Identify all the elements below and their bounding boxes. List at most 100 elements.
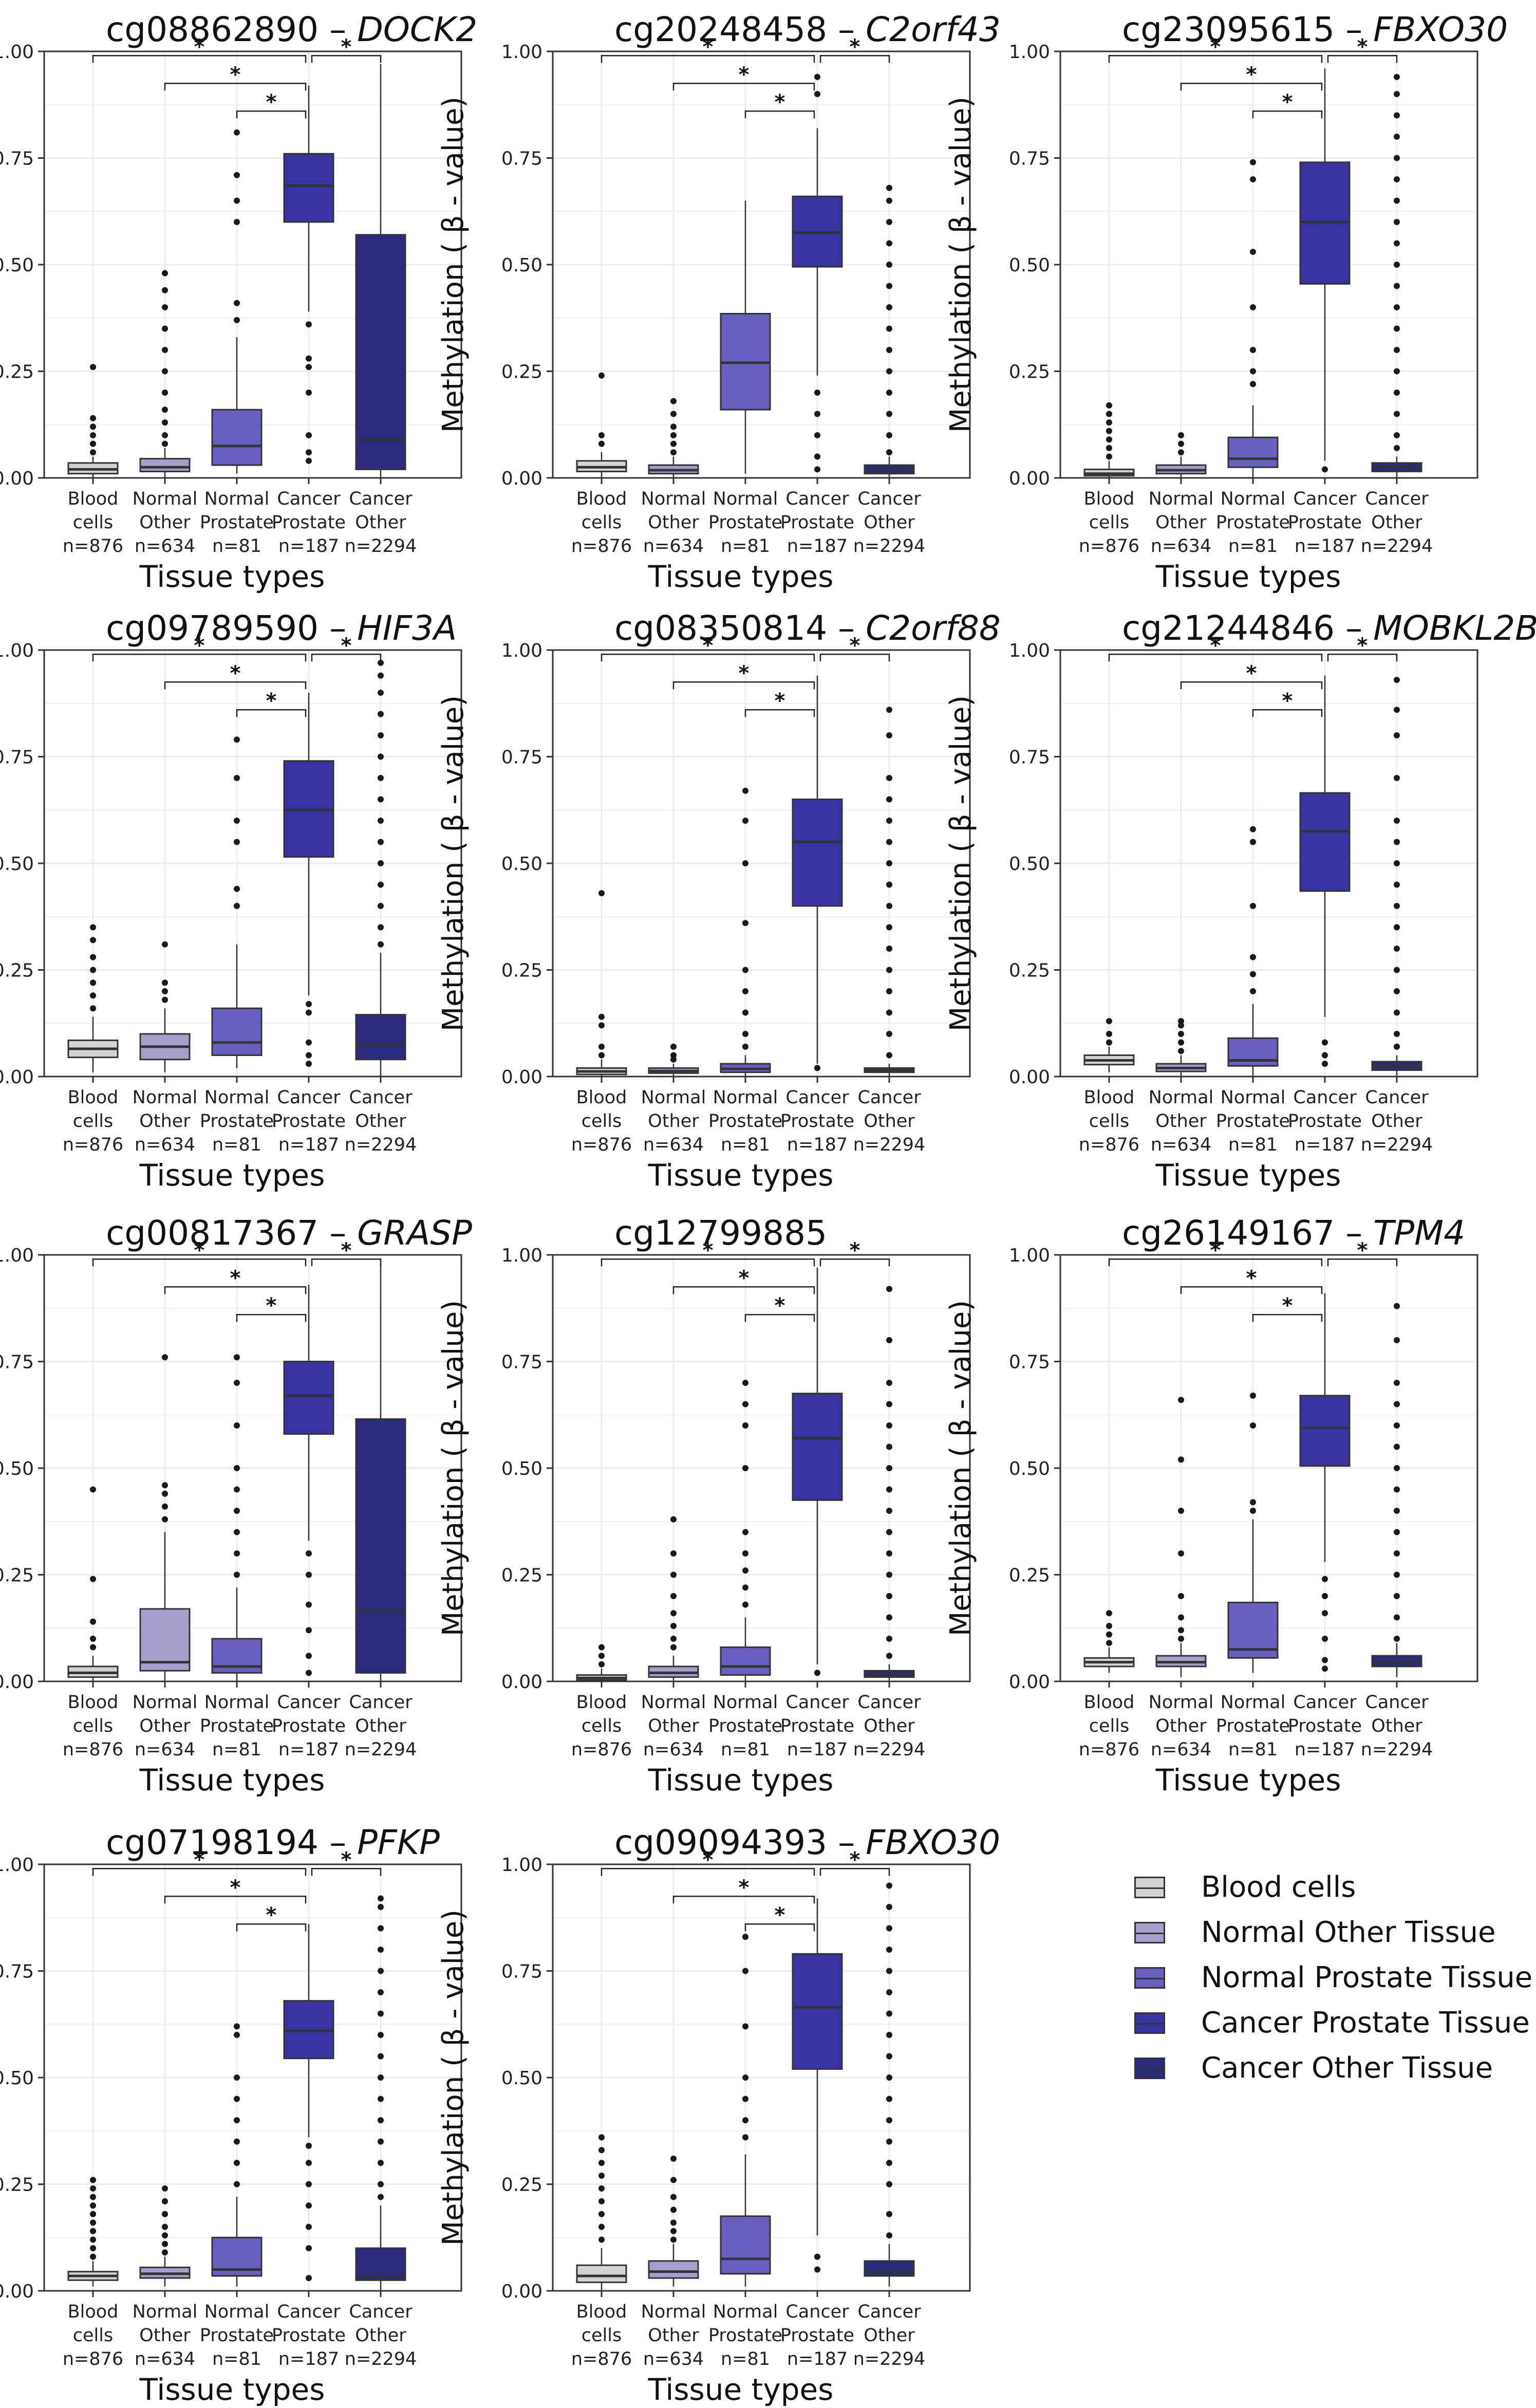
x-tick-label: Blood (68, 1087, 119, 1108)
legend-swatch-cancer-prostate (1134, 2012, 1165, 2034)
outlier-point (1178, 1550, 1184, 1557)
y-axis-label: Methylation ( β - value) (437, 1910, 470, 2246)
outlier-point (234, 1465, 240, 1471)
outlier-point (1250, 159, 1256, 165)
x-tick-label: Prostate (1288, 1716, 1362, 1736)
outlier-point (1178, 1031, 1184, 1037)
outlier-point (234, 775, 240, 781)
y-tick-label: 0.25 (501, 362, 542, 383)
x-tick-label: Other (355, 1716, 406, 1736)
outlier-point (1106, 1018, 1112, 1025)
outlier-point (1394, 176, 1400, 182)
x-tick-count: n=876 (571, 2349, 632, 2369)
x-tick-label: Normal (1149, 1692, 1214, 1713)
x-tick-label: Cancer (857, 1692, 921, 1713)
significance-bracket (601, 1258, 815, 1267)
outlier-point (886, 1443, 892, 1450)
outlier-point (670, 449, 677, 456)
x-tick-label: cells (73, 1111, 113, 1132)
outlier-point (1394, 73, 1400, 80)
y-tick-label: 0.25 (1009, 960, 1050, 981)
y-tick-label: 0.50 (1009, 255, 1050, 276)
y-tick-label: 0.00 (1009, 1067, 1050, 1088)
outlier-point (162, 2249, 168, 2256)
outlier-point (1322, 1636, 1328, 1642)
outlier-point (1106, 428, 1112, 434)
outlier-point (306, 390, 312, 396)
box-body (1227, 436, 1279, 468)
y-tick-label: 0.75 (501, 149, 542, 170)
significance-bracket (672, 681, 815, 690)
x-tick-count: n=187 (278, 1739, 339, 1760)
outlier-point (1250, 839, 1256, 845)
x-tick-label: Cancer (1365, 489, 1429, 509)
y-tick-label: 0.00 (0, 468, 34, 489)
x-tick-label: Other (1155, 1111, 1207, 1132)
x-tick-label: Cancer (349, 489, 413, 509)
outlier-point (886, 1614, 892, 1621)
outlier-point (814, 1065, 820, 1071)
plot-border (43, 1254, 462, 1682)
x-tick-count: n=634 (135, 1739, 195, 1760)
x-tick-label: Other (1155, 512, 1207, 533)
outlier-point (742, 818, 748, 824)
outlier-point (670, 2177, 677, 2183)
outlier-point (1322, 1665, 1328, 1672)
chart-panel: 0.00 0.25 0.50 0.75 1.00 Methylation ( β - va… (437, 1823, 1000, 2407)
y-tick-label: 0.25 (501, 2175, 542, 2196)
legend-label: Cancer Prostate Tissue (1201, 2006, 1530, 2040)
outlier-point (886, 1031, 892, 1037)
x-tick-count: n=81 (212, 2349, 261, 2369)
significance-bracket (164, 681, 307, 690)
significance-bracket (672, 1286, 815, 1294)
outlier-point (378, 860, 384, 866)
x-tick-label: Normal (133, 1087, 198, 1108)
outlier-point (234, 2023, 240, 2030)
outlier-point (886, 2138, 892, 2145)
outlier-point (1106, 1031, 1112, 1037)
outlier-point (1178, 1614, 1184, 1621)
x-tick-label: Normal (1221, 489, 1286, 509)
outlier-point (90, 1636, 96, 1642)
significance-star: * (1282, 689, 1293, 713)
outlier-point (598, 1022, 605, 1029)
x-tick-count: n=876 (571, 1739, 632, 1760)
outlier-point (1394, 1303, 1400, 1309)
outlier-point (90, 432, 96, 438)
outlier-point (598, 1653, 605, 1659)
chart-panel: 0.00 0.25 0.50 0.75 1.00 Methylation ( β - va… (437, 608, 1001, 1193)
outlier-point (886, 283, 892, 289)
x-tick-label: Normal (713, 1692, 778, 1713)
significance-bracket (1180, 83, 1323, 91)
outlier-point (1394, 240, 1400, 247)
y-tick-label: 0.50 (0, 1458, 34, 1479)
outlier-point (1106, 436, 1112, 443)
outlier-point (234, 317, 240, 323)
outlier-point (742, 2096, 748, 2102)
outlier-point (742, 2074, 748, 2081)
outlier-point (670, 2155, 677, 2162)
x-tick-count: n=634 (1151, 1135, 1211, 1155)
x-tick-label: Other (864, 2325, 915, 2346)
outlier-point (1106, 444, 1112, 451)
outlier-point (306, 2160, 312, 2166)
significance-star: * (850, 1848, 860, 1872)
outlier-point (1394, 1508, 1400, 1514)
y-tick-label: 0.75 (0, 1352, 34, 1373)
outlier-point (886, 818, 892, 824)
outlier-point (234, 1508, 240, 1514)
y-tick-label: 0.75 (501, 747, 542, 768)
box-body (792, 1953, 843, 2070)
outlier-point (886, 2160, 892, 2166)
outlier-point (1394, 325, 1400, 332)
outlier-point (162, 2185, 168, 2192)
outlier-point (598, 2198, 605, 2205)
outlier-point (378, 1904, 384, 1910)
outlier-point (1394, 1636, 1400, 1642)
outlier-point (1394, 262, 1400, 268)
y-tick-label: 0.25 (0, 362, 34, 383)
significance-bracket (1180, 681, 1323, 690)
x-tick-label: Normal (1221, 1087, 1286, 1108)
x-tick-count: n=634 (643, 2349, 704, 2369)
outlier-point (1394, 924, 1400, 931)
